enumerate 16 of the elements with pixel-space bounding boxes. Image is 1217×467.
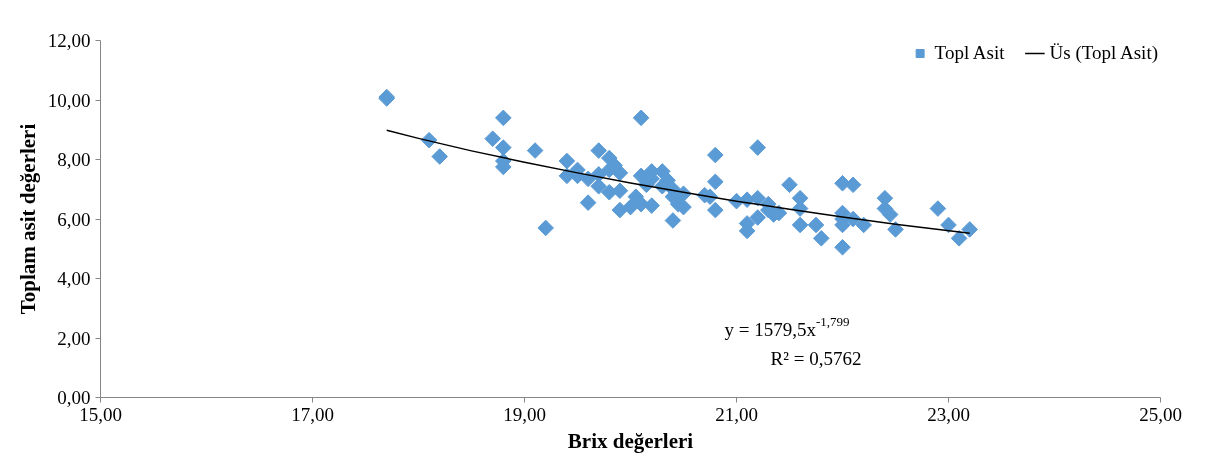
y-tick-label: 8,00: [57, 149, 91, 170]
legend-label: Topl Asit: [934, 42, 1005, 64]
y-tick-label: 6,00: [57, 208, 91, 230]
x-tick-label: 21,00: [715, 403, 758, 425]
x-axis-title: Brix değerleri: [567, 428, 694, 453]
legend-label: Üs (Topl Asit): [1049, 42, 1158, 64]
x-tick-label: 25,00: [1139, 403, 1182, 425]
y-tick-label: 12,00: [47, 30, 91, 51]
y-tick-label: 10,00: [47, 89, 91, 111]
x-tick-label: 23,00: [927, 403, 970, 425]
y-axis-title: Toplam asit değerleri: [15, 123, 40, 315]
x-tick-label: 19,00: [503, 403, 546, 425]
y-tick-label: 4,00: [57, 268, 91, 289]
x-tick-label: 17,00: [291, 403, 334, 425]
annotation: R² = 0,5762: [770, 348, 862, 370]
y-tick-label: 2,00: [57, 327, 91, 349]
